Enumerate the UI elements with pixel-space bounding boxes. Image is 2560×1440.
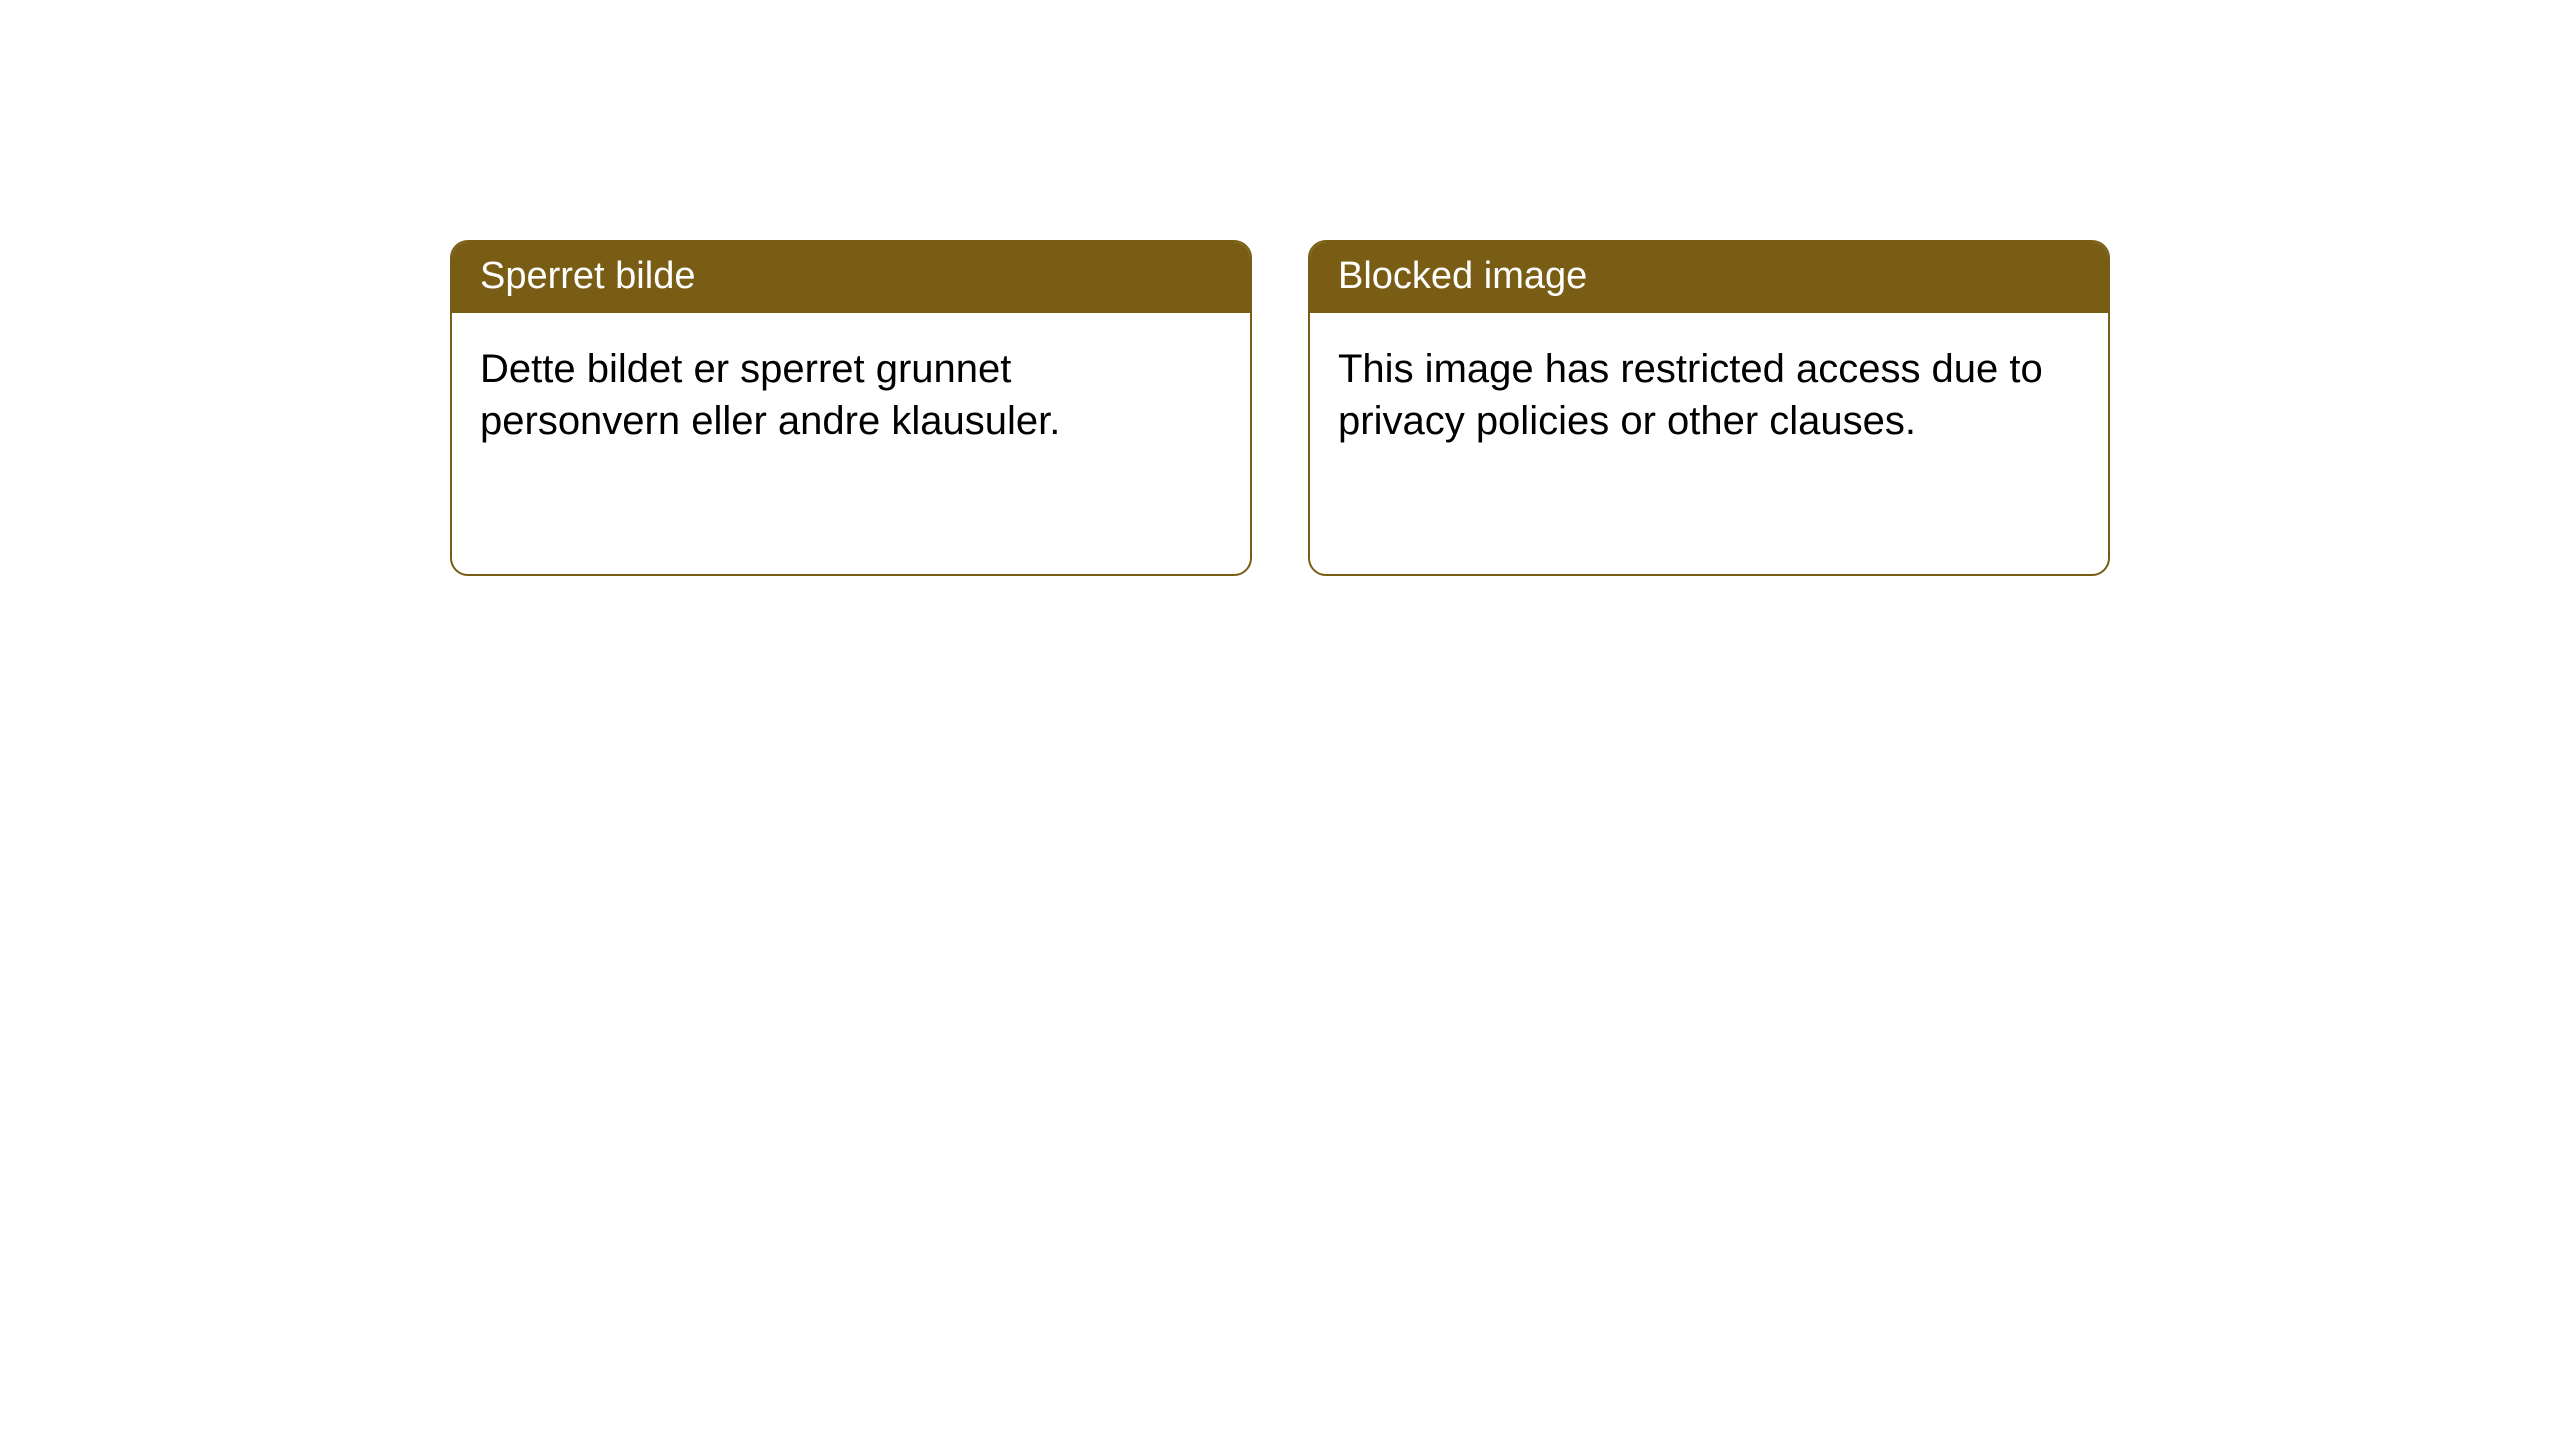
cards-container: Sperret bilde Dette bildet er sperret gr… <box>450 240 2110 576</box>
blocked-image-card-english: Blocked image This image has restricted … <box>1308 240 2110 576</box>
card-body: Dette bildet er sperret grunnet personve… <box>452 313 1250 475</box>
card-title: Sperret bilde <box>452 242 1250 313</box>
blocked-image-card-norwegian: Sperret bilde Dette bildet er sperret gr… <box>450 240 1252 576</box>
card-title: Blocked image <box>1310 242 2108 313</box>
card-body: This image has restricted access due to … <box>1310 313 2108 475</box>
